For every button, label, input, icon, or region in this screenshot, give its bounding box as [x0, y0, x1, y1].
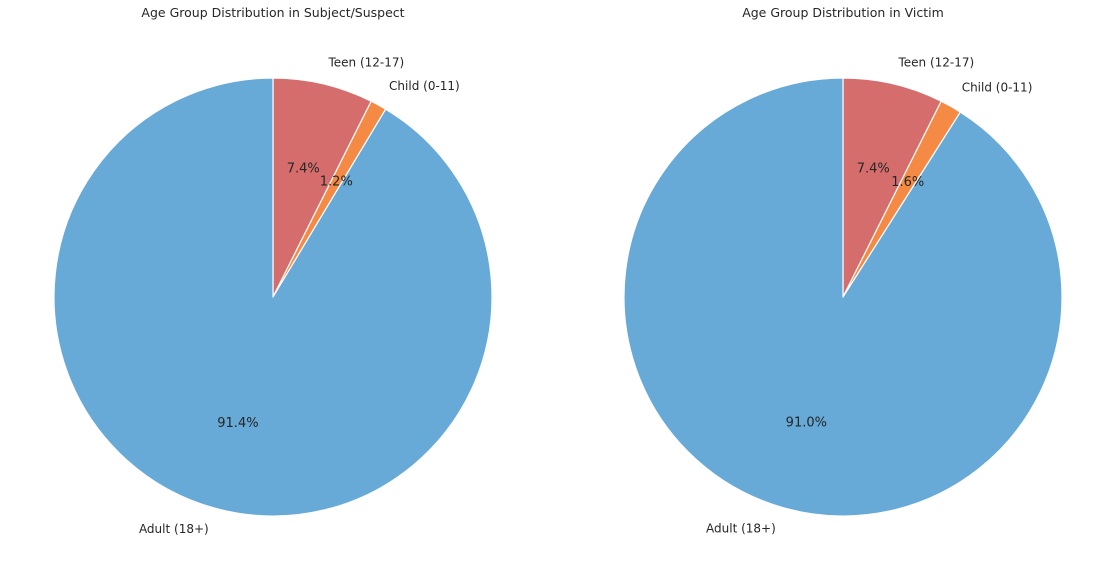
slice-percent-label: 7.4%	[287, 162, 320, 177]
chart-title: Age Group Distribution in Subject/Suspec…	[141, 5, 404, 20]
slice-percent-label: 1.6%	[891, 175, 924, 190]
pie-slice-adult-18	[53, 77, 493, 517]
chart-title: Age Group Distribution in Victim	[742, 5, 944, 20]
pie-chart-subject-suspect: Age Group Distribution in Subject/Suspec…	[53, 5, 493, 536]
slice-category-label: Adult (18+)	[706, 521, 776, 535]
slice-category-label: Teen (12-17)	[898, 56, 975, 70]
slice-percent-label: 1.2%	[320, 174, 353, 189]
pie-slice-teen-12-17	[842, 77, 942, 298]
slice-percent-label: 91.4%	[217, 416, 258, 431]
slice-category-label: Child (0-11)	[389, 79, 460, 93]
pie-slice-adult-18	[623, 77, 1063, 517]
pie-slice-teen-12-17	[272, 77, 372, 298]
pie-chart-victim: Age Group Distribution in Victim Teen (1…	[623, 5, 1063, 535]
slice-category-label: Teen (12-17)	[328, 56, 405, 70]
slice-percent-label: 7.4%	[857, 162, 890, 177]
slice-percent-label: 91.0%	[786, 416, 827, 431]
slice-category-label: Child (0-11)	[962, 80, 1033, 94]
slice-category-label: Adult (18+)	[139, 522, 209, 536]
